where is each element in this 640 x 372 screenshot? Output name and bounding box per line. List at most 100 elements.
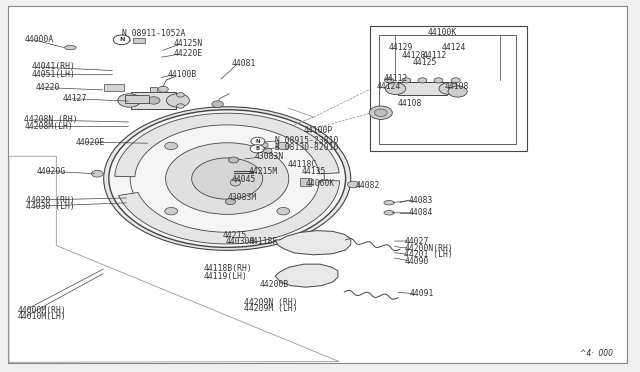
Circle shape	[448, 86, 467, 97]
Text: N 08911-1052A: N 08911-1052A	[122, 29, 185, 38]
Circle shape	[250, 145, 264, 153]
Text: 44100K: 44100K	[428, 28, 457, 37]
Circle shape	[385, 78, 394, 83]
Text: 44100B: 44100B	[168, 70, 197, 79]
Text: 44091: 44091	[410, 289, 434, 298]
Circle shape	[164, 208, 177, 215]
Text: 44108: 44108	[398, 99, 422, 108]
Ellipse shape	[65, 45, 76, 50]
Circle shape	[251, 137, 265, 145]
Circle shape	[374, 109, 387, 116]
Circle shape	[369, 106, 392, 119]
Text: 44125: 44125	[413, 58, 437, 67]
Text: 44020G: 44020G	[37, 167, 67, 176]
Text: 44027: 44027	[404, 237, 429, 246]
Text: 44208N (RH): 44208N (RH)	[24, 115, 78, 124]
Text: 44081: 44081	[232, 59, 256, 68]
Bar	[125, 95, 149, 103]
Text: 44020 (RH): 44020 (RH)	[26, 196, 74, 205]
Text: B: B	[255, 146, 259, 151]
Text: 44108: 44108	[445, 82, 469, 91]
Text: 44200N(RH): 44200N(RH)	[404, 244, 453, 253]
Text: 44090: 44090	[404, 257, 429, 266]
Circle shape	[225, 199, 236, 205]
Bar	[370, 26, 527, 151]
Text: 44220E: 44220E	[174, 49, 204, 58]
Circle shape	[147, 97, 160, 104]
Bar	[131, 92, 176, 109]
Text: 44112: 44112	[422, 51, 447, 60]
Text: ^4·  000: ^4· 000	[580, 349, 613, 358]
Circle shape	[418, 78, 427, 83]
Text: 44209M (LH): 44209M (LH)	[244, 304, 298, 313]
Circle shape	[164, 142, 177, 150]
Text: 44135: 44135	[302, 167, 326, 176]
Text: 44030 (LH): 44030 (LH)	[26, 202, 74, 211]
Text: 44215: 44215	[223, 231, 247, 240]
Text: 44128: 44128	[402, 51, 426, 60]
Circle shape	[348, 181, 359, 188]
Text: 44083: 44083	[408, 196, 433, 205]
Text: 44124: 44124	[376, 82, 401, 91]
Text: 44215M: 44215M	[248, 167, 278, 176]
Text: N: N	[255, 139, 260, 144]
Bar	[300, 178, 311, 186]
Circle shape	[104, 107, 351, 250]
Text: N: N	[119, 37, 124, 42]
Text: 44060K: 44060K	[306, 179, 335, 187]
Text: 44084: 44084	[408, 208, 433, 217]
Text: 44000A: 44000A	[24, 35, 54, 44]
Bar	[150, 87, 157, 92]
Text: 44201 (LH): 44201 (LH)	[404, 250, 453, 259]
Text: 44129: 44129	[389, 43, 413, 52]
Text: 44118F: 44118F	[248, 237, 278, 246]
Text: N 08915-23810: N 08915-23810	[275, 136, 339, 145]
Text: 44020E: 44020E	[76, 138, 105, 147]
Circle shape	[158, 86, 168, 92]
Polygon shape	[275, 264, 338, 287]
Text: 43083M: 43083M	[227, 193, 257, 202]
Circle shape	[109, 110, 346, 247]
Text: 44010M(LH): 44010M(LH)	[18, 312, 67, 321]
Text: 43083N: 43083N	[255, 153, 284, 161]
Text: 44030H: 44030H	[225, 237, 255, 246]
Circle shape	[118, 94, 141, 107]
Circle shape	[434, 78, 443, 83]
Circle shape	[177, 93, 184, 97]
Text: 44051(LH): 44051(LH)	[32, 70, 76, 79]
Text: 44118C: 44118C	[288, 160, 317, 169]
Circle shape	[113, 35, 130, 45]
Circle shape	[277, 208, 290, 215]
Circle shape	[92, 170, 103, 177]
Circle shape	[402, 78, 411, 83]
Text: 44000M(RH): 44000M(RH)	[18, 306, 67, 315]
Circle shape	[439, 83, 460, 94]
Text: 44045: 44045	[232, 175, 256, 184]
Ellipse shape	[384, 211, 394, 215]
Polygon shape	[118, 180, 340, 244]
Text: 44208M(LH): 44208M(LH)	[24, 122, 73, 131]
Circle shape	[212, 101, 223, 108]
Ellipse shape	[230, 179, 241, 186]
Ellipse shape	[384, 201, 394, 205]
Circle shape	[166, 94, 189, 107]
Circle shape	[228, 157, 239, 163]
Bar	[379, 35, 516, 144]
Polygon shape	[275, 231, 351, 255]
Text: 44041(RH): 44041(RH)	[32, 62, 76, 71]
Text: 44119(LH): 44119(LH)	[204, 272, 248, 280]
Circle shape	[451, 78, 460, 83]
Text: 44209N (RH): 44209N (RH)	[244, 298, 298, 307]
Text: B 08130-82010: B 08130-82010	[275, 143, 339, 152]
Circle shape	[259, 142, 268, 148]
Text: 44118B(RH): 44118B(RH)	[204, 264, 252, 273]
Circle shape	[166, 143, 289, 214]
Circle shape	[177, 104, 184, 108]
Text: 44200B: 44200B	[259, 280, 289, 289]
Circle shape	[277, 142, 290, 150]
Circle shape	[385, 83, 406, 94]
Text: 44082: 44082	[356, 181, 380, 190]
Polygon shape	[115, 113, 339, 177]
Text: 44125N: 44125N	[174, 39, 204, 48]
Polygon shape	[9, 156, 339, 362]
